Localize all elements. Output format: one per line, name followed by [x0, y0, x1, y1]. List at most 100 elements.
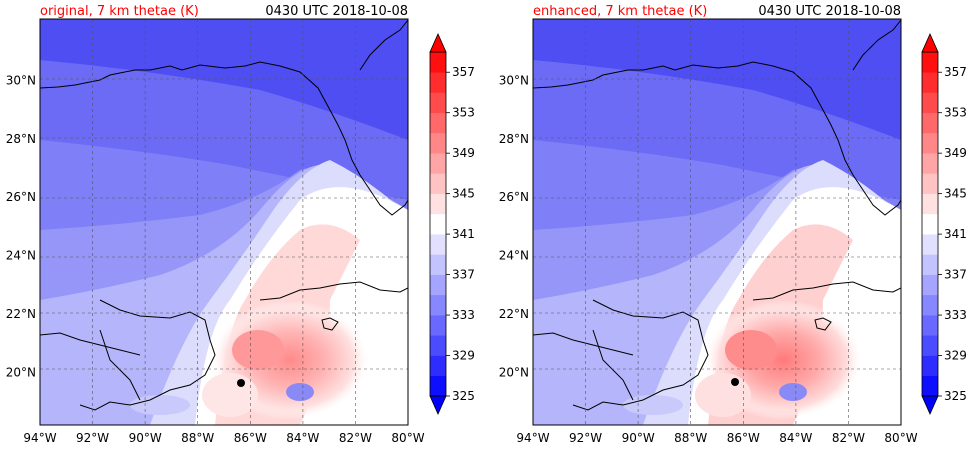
storm-center-marker	[731, 378, 739, 386]
colorbar-segment	[922, 72, 938, 93]
colorbar-segment	[430, 254, 446, 275]
colorbar-tick-label: 353	[452, 106, 475, 120]
colorbar-tick-label: 349	[452, 146, 475, 160]
colorbar-segment	[430, 112, 446, 134]
x-tick-label: 84°W	[779, 431, 812, 445]
colorbar-segment	[430, 274, 446, 296]
colorbar-segment	[922, 335, 938, 356]
y-tick-label: 28°N	[6, 132, 36, 146]
y-tick-label: 26°N	[499, 190, 529, 204]
coastlines	[533, 19, 901, 411]
y-tick-label: 24°N	[499, 249, 529, 263]
colorbar-segment	[922, 254, 938, 275]
colorbar-segment	[922, 52, 938, 73]
x-tick-label: 94°W	[23, 431, 56, 445]
coastlines	[40, 19, 408, 411]
x-tick-label: 82°W	[832, 431, 865, 445]
colorbar-segment	[430, 132, 446, 154]
colorbar-segment	[430, 72, 446, 93]
colorbar-segment	[430, 173, 446, 194]
colorbar-segment	[430, 193, 446, 215]
colorbar-segment	[430, 355, 446, 377]
colorbar-segment	[922, 315, 938, 336]
colorbar-original: 325 329 333 337 341 345 349 353 357	[429, 33, 475, 415]
x-tick-label: 86°W	[234, 431, 267, 445]
y-tick-label: 26°N	[6, 190, 36, 204]
map-panel-enhanced	[532, 18, 902, 426]
x-tick-label: 80°W	[884, 431, 917, 445]
panel-title-left: original, 7 km thetae (K)	[40, 4, 199, 19]
x-tick-label: 88°W	[674, 431, 707, 445]
colorbar-tick-label: 345	[944, 187, 967, 201]
x-tick-label: 92°W	[569, 431, 602, 445]
colorbar-frame	[429, 51, 447, 397]
storm-center-marker	[237, 379, 245, 387]
x-tick-label: 84°W	[286, 431, 319, 445]
panel-title-right: 0430 UTC 2018-10-08	[758, 4, 901, 19]
colorbar-tick-label: 341	[452, 227, 475, 241]
panel-title-left: enhanced, 7 km thetae (K)	[533, 4, 707, 19]
colorbar-enhanced: 325 329 333 337 341 345 349 353 357	[921, 33, 967, 415]
colorbar-extend-min	[429, 395, 447, 415]
axes-enhanced: 94°W 92°W 90°W 88°W 86°W 84°W 82°W 80°W 20°N 22°N…	[499, 73, 918, 445]
colorbar-tick-label: 333	[944, 308, 967, 322]
y-tick-label: 22°N	[6, 307, 36, 321]
colorbar-tick-label: 341	[944, 227, 967, 241]
colorbar-extend-max	[429, 33, 447, 53]
x-tick-label: 86°W	[727, 431, 760, 445]
y-tick-label: 30°N	[6, 73, 36, 87]
x-tick-label: 94°W	[516, 431, 549, 445]
colorbar-tick-label: 345	[452, 187, 475, 201]
colorbar-segment	[922, 234, 938, 255]
colorbar-segment	[430, 92, 446, 114]
colorbar-segment	[430, 315, 446, 336]
gridlines	[40, 19, 408, 425]
colorbar-segment	[922, 112, 938, 134]
x-tick-label: 90°W	[622, 431, 655, 445]
y-tick-label: 22°N	[499, 307, 529, 321]
colorbar-tick-label: 337	[452, 268, 475, 282]
y-tick-label: 20°N	[499, 365, 529, 379]
colorbar-segment	[922, 173, 938, 194]
y-tick-label: 24°N	[6, 249, 36, 263]
thetae-field	[40, 19, 408, 425]
colorbar-segment	[430, 153, 446, 174]
colorbar-segment	[430, 52, 446, 73]
x-tick-label: 92°W	[76, 431, 109, 445]
x-tick-label: 88°W	[181, 431, 214, 445]
colorbar-segment	[430, 294, 446, 316]
colorbar-segment	[922, 274, 938, 296]
colorbar-segment	[922, 355, 938, 377]
colorbar-extend-min	[921, 395, 939, 415]
colorbar-tick-label: 325	[452, 389, 475, 403]
colorbar-segment	[922, 193, 938, 215]
x-tick-label: 90°W	[129, 431, 162, 445]
colorbar-segment	[922, 132, 938, 154]
colorbar-frame	[921, 51, 939, 397]
colorbar-tick-label: 325	[944, 389, 967, 403]
colorbar-tick-label: 333	[452, 308, 475, 322]
colorbar-tick-label: 329	[944, 349, 967, 363]
y-tick-label: 30°N	[499, 73, 529, 87]
axes-original: 94°W 92°W 90°W 88°W 86°W 84°W 82°W 80°W 20°N 22°N…	[6, 73, 425, 445]
map-panel-original	[39, 18, 409, 426]
colorbar-segment	[430, 213, 446, 235]
colorbar-extend-max	[921, 33, 939, 53]
colorbar-tick-label: 357	[944, 65, 967, 79]
colorbar-segment	[922, 213, 938, 235]
x-tick-label: 80°W	[391, 431, 424, 445]
y-tick-label: 20°N	[6, 365, 36, 379]
colorbar-segment	[922, 294, 938, 316]
x-tick-label: 82°W	[339, 431, 372, 445]
map-frame	[532, 18, 902, 426]
colorbar-tick-label: 349	[944, 146, 967, 160]
colorbar-segment	[922, 375, 938, 397]
colorbar-segment	[430, 375, 446, 397]
colorbar-segment	[430, 335, 446, 356]
colorbar-segment	[922, 153, 938, 174]
colorbar-tick-label: 337	[944, 268, 967, 282]
panel-title-right: 0430 UTC 2018-10-08	[265, 4, 408, 19]
map-frame	[39, 18, 409, 426]
thetae-field	[533, 19, 901, 425]
